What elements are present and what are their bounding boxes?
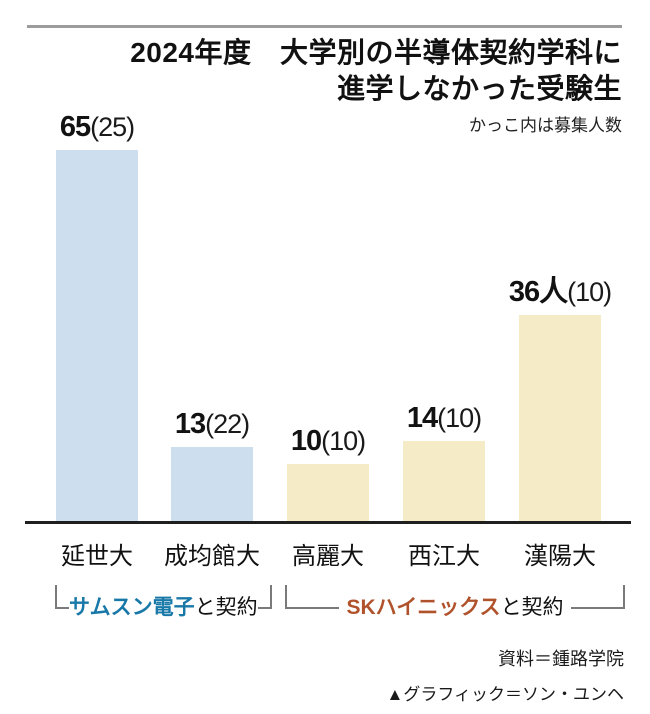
bar-value-number: 10 <box>290 425 322 457</box>
graphic-credit: ▲グラフィック＝ソン・ユンヘ <box>386 685 625 704</box>
bracket-corner-right <box>257 585 272 609</box>
bar-西江大 <box>403 441 485 521</box>
top-divider <box>27 25 622 28</box>
bar-value-quota: (10) <box>437 403 482 433</box>
legend-company-samsung: サムスン電子 <box>69 596 195 619</box>
bracket-corner-left <box>55 585 69 609</box>
legend-bracket-sk: SKハイニックスと契約 <box>285 585 625 619</box>
bracket-corner-left <box>285 585 339 609</box>
bar-延世大 <box>56 150 138 521</box>
legend-label-sk: SKハイニックスと契約 <box>339 596 571 620</box>
bracket-corner-right <box>571 585 625 609</box>
bar-value-number: 36人 <box>508 276 568 308</box>
bar-value-quota: (25) <box>90 112 135 142</box>
bar-value-label: 13(22) <box>112 407 312 441</box>
legend-bracket-samsung: サムスン電子と契約 <box>55 585 272 619</box>
bar-成均館大 <box>171 447 253 521</box>
legend-rest-samsung: と契約 <box>194 596 258 619</box>
bar-value-quota: (10) <box>567 277 612 307</box>
source-credit: 資料＝鍾路学院 <box>498 649 624 669</box>
bar-高麗大 <box>287 464 369 521</box>
bar-value-quota: (10) <box>321 426 366 456</box>
chart-title-line2: 進学しなかった受験生 <box>336 73 622 104</box>
legend-label-samsung: サムスン電子と契約 <box>69 596 258 620</box>
legend-company-sk: SKハイニックス <box>346 596 501 619</box>
chart-title: 2024年度 大学別の半導体契約学科に 進学しなかった受験生 <box>130 35 622 107</box>
x-axis-label-西江大: 西江大 <box>408 543 480 570</box>
bar-value-number: 14 <box>406 402 438 434</box>
footer: 資料＝鍾路学院 ▲グラフィック＝ソン・ユンヘ <box>387 645 625 705</box>
x-axis-line <box>25 521 631 524</box>
bar-value-label: 36人(10) <box>460 275 650 309</box>
bar-value-label: 10(10) <box>228 424 428 458</box>
bar-漢陽大 <box>519 315 601 521</box>
bar-value-quota: (22) <box>205 409 250 439</box>
chart-title-line1: 2024年度 大学別の半導体契約学科に <box>130 37 622 68</box>
x-axis-label-高麗大: 高麗大 <box>292 543 364 570</box>
bar-value-label: 14(10) <box>344 401 544 435</box>
legend-rest-sk: と契約 <box>500 596 564 619</box>
bar-value-number: 13 <box>174 408 206 440</box>
bar-value-label: 65(25) <box>0 110 197 144</box>
x-axis-label-延世大: 延世大 <box>61 543 133 570</box>
x-axis-label-成均館大: 成均館大 <box>164 543 260 570</box>
bar-value-number: 65 <box>59 111 91 143</box>
chart-subtitle: かっこ内は募集人数 <box>469 116 622 135</box>
x-axis-label-漢陽大: 漢陽大 <box>524 543 596 570</box>
